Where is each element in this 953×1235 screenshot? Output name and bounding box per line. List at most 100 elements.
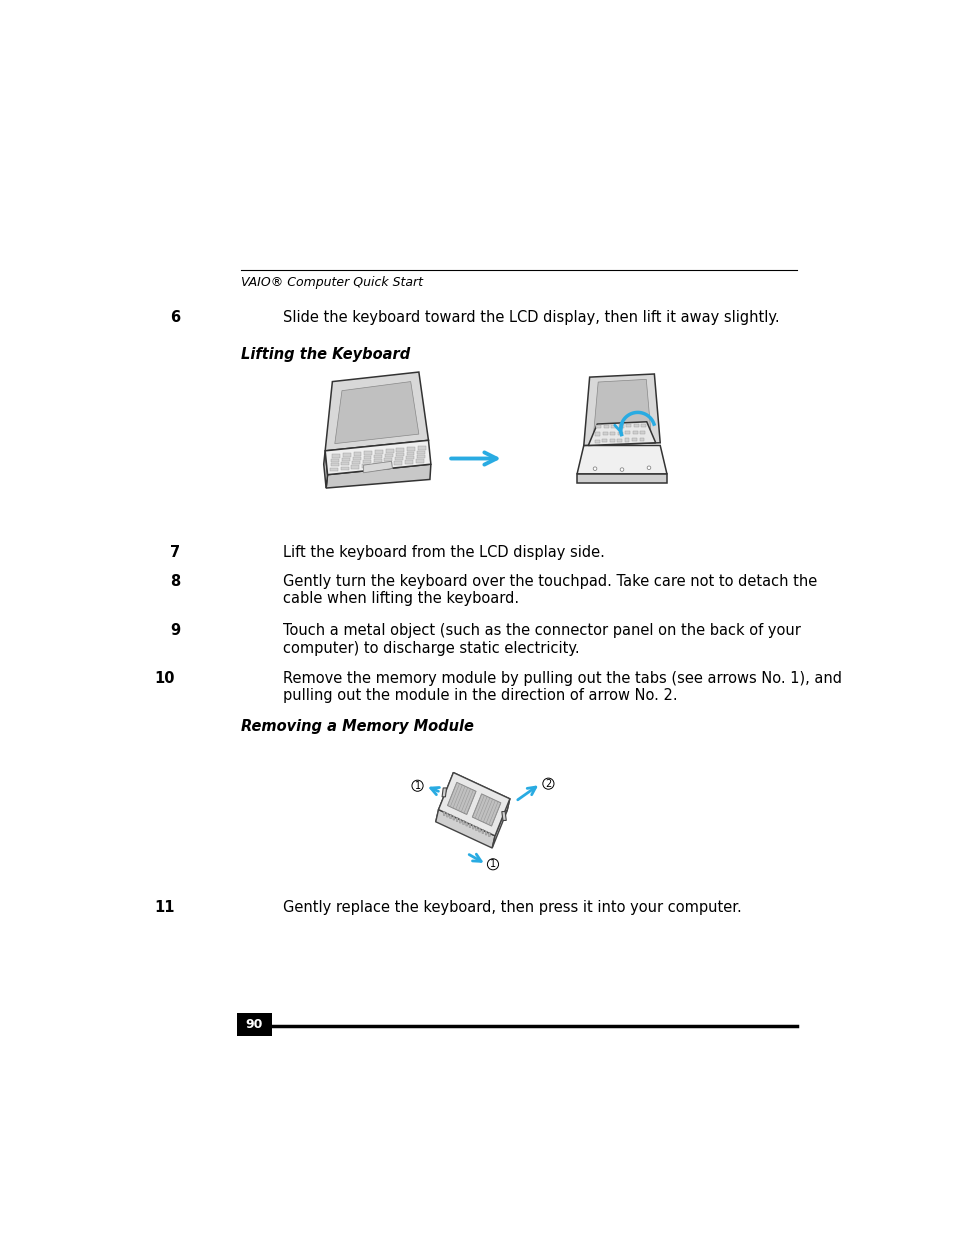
Polygon shape bbox=[456, 818, 457, 821]
Bar bbox=[395, 453, 403, 456]
Polygon shape bbox=[475, 826, 476, 830]
Bar bbox=[405, 456, 414, 459]
Polygon shape bbox=[449, 815, 451, 819]
Bar bbox=[639, 431, 645, 433]
Bar bbox=[405, 461, 413, 464]
Polygon shape bbox=[446, 813, 448, 818]
Text: Remove the memory module by pulling out the tabs (see arrows No. 1), and
pulling: Remove the memory module by pulling out … bbox=[283, 671, 841, 704]
Text: Touch a metal object (such as the connector panel on the back of your
computer) : Touch a metal object (such as the connec… bbox=[283, 624, 801, 656]
Bar bbox=[364, 451, 372, 454]
Bar bbox=[374, 454, 382, 458]
Bar bbox=[353, 457, 360, 461]
Bar bbox=[354, 452, 361, 456]
Bar bbox=[394, 462, 402, 464]
Text: Gently replace the keyboard, then press it into your computer.: Gently replace the keyboard, then press … bbox=[283, 900, 741, 915]
Polygon shape bbox=[484, 831, 487, 835]
Bar bbox=[330, 468, 337, 471]
Text: 1: 1 bbox=[490, 860, 496, 869]
Polygon shape bbox=[325, 372, 428, 451]
Polygon shape bbox=[458, 819, 461, 823]
Bar bbox=[633, 424, 639, 427]
Text: 1: 1 bbox=[414, 781, 420, 790]
Bar bbox=[416, 451, 425, 454]
Bar bbox=[596, 425, 600, 429]
Bar bbox=[341, 462, 349, 466]
Bar bbox=[331, 463, 338, 467]
Bar bbox=[601, 440, 606, 442]
Bar bbox=[375, 451, 382, 453]
Polygon shape bbox=[462, 820, 464, 825]
Polygon shape bbox=[472, 794, 500, 826]
Bar bbox=[609, 440, 614, 442]
Bar bbox=[363, 456, 371, 459]
Bar bbox=[639, 438, 644, 441]
Bar bbox=[626, 424, 631, 427]
Bar bbox=[632, 431, 638, 435]
Bar bbox=[602, 432, 607, 435]
Polygon shape bbox=[577, 474, 666, 483]
Text: 2: 2 bbox=[545, 779, 551, 789]
Bar bbox=[385, 453, 393, 457]
Polygon shape bbox=[588, 422, 655, 446]
Bar bbox=[417, 446, 425, 450]
Bar bbox=[331, 458, 339, 462]
Text: 8: 8 bbox=[170, 574, 180, 589]
Text: 7: 7 bbox=[170, 545, 180, 559]
Polygon shape bbox=[441, 788, 446, 797]
Polygon shape bbox=[583, 374, 659, 446]
Circle shape bbox=[646, 466, 650, 469]
Bar bbox=[395, 457, 402, 461]
Bar bbox=[618, 431, 622, 435]
Text: 6: 6 bbox=[170, 310, 180, 325]
Bar bbox=[416, 459, 423, 463]
Bar bbox=[340, 467, 348, 469]
Text: VAIO® Computer Quick Start: VAIO® Computer Quick Start bbox=[241, 275, 423, 289]
Bar bbox=[610, 432, 615, 435]
Circle shape bbox=[593, 467, 597, 471]
Circle shape bbox=[619, 468, 623, 472]
Polygon shape bbox=[323, 451, 327, 488]
Polygon shape bbox=[577, 446, 666, 474]
Polygon shape bbox=[450, 773, 509, 811]
Polygon shape bbox=[438, 773, 509, 836]
Text: 9: 9 bbox=[170, 624, 180, 638]
Circle shape bbox=[412, 781, 423, 792]
Bar bbox=[332, 454, 339, 458]
Polygon shape bbox=[592, 379, 651, 443]
Bar bbox=[384, 458, 392, 462]
Bar bbox=[603, 425, 608, 429]
Bar bbox=[611, 425, 616, 427]
Polygon shape bbox=[447, 782, 476, 814]
Bar bbox=[374, 459, 381, 462]
Bar bbox=[625, 431, 630, 435]
Text: 10: 10 bbox=[154, 671, 175, 685]
Bar bbox=[351, 466, 359, 469]
Polygon shape bbox=[492, 799, 509, 848]
Bar bbox=[362, 464, 370, 468]
Polygon shape bbox=[326, 464, 431, 488]
Circle shape bbox=[542, 778, 554, 789]
Bar bbox=[373, 463, 380, 467]
Text: 11: 11 bbox=[154, 900, 175, 915]
Bar bbox=[342, 453, 351, 457]
Polygon shape bbox=[501, 811, 506, 820]
Polygon shape bbox=[325, 441, 431, 474]
Bar bbox=[237, 1013, 272, 1036]
Bar bbox=[396, 448, 404, 452]
Bar bbox=[618, 425, 623, 427]
Polygon shape bbox=[443, 811, 445, 815]
Polygon shape bbox=[436, 773, 453, 821]
Polygon shape bbox=[469, 824, 471, 827]
Bar bbox=[342, 458, 350, 461]
Polygon shape bbox=[472, 825, 474, 829]
Bar bbox=[617, 438, 621, 442]
Polygon shape bbox=[453, 816, 455, 820]
Text: Slide the keyboard toward the LCD display, then lift it away slightly.: Slide the keyboard toward the LCD displa… bbox=[283, 310, 780, 325]
Bar bbox=[640, 424, 645, 427]
Bar bbox=[595, 432, 599, 436]
Polygon shape bbox=[335, 382, 418, 443]
Bar bbox=[385, 450, 394, 453]
Text: Removing a Memory Module: Removing a Memory Module bbox=[241, 719, 474, 734]
Bar bbox=[352, 461, 359, 464]
Bar bbox=[632, 438, 637, 441]
